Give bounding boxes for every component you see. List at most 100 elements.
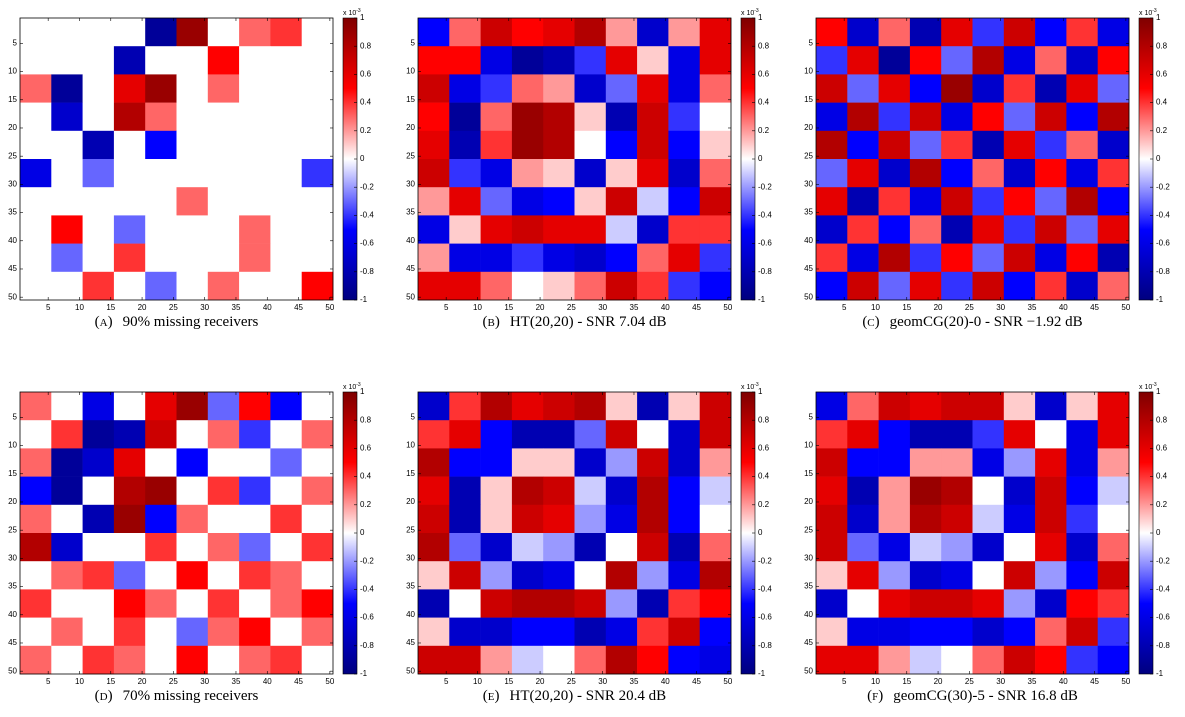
heatmap-cell [574,215,607,244]
x-tick-label: 25 [567,303,576,312]
heatmap-cell [449,271,481,301]
heatmap-cell [176,102,209,132]
x-tick-label: 30 [598,677,607,686]
heatmap-cell [972,448,1005,477]
heatmap-cell [239,18,271,47]
heatmap-cell [511,504,544,534]
caption-label: (f) [867,688,883,704]
heatmap-cell [1035,589,1067,618]
heatmap-cell [1066,645,1098,675]
y-tick-label: 35 [406,582,415,591]
x-tick-label: 20 [934,677,943,686]
heatmap-cell [301,243,334,273]
colorbar-tick-label: 0.6 [758,70,770,79]
heatmap-cell [51,448,83,477]
heatmap-cell [972,130,1005,160]
heatmap-cell [270,448,302,477]
heatmap-cell [239,448,271,477]
heatmap-cell [847,589,879,618]
heatmap-cell [20,130,52,160]
heatmap-cell [668,18,700,47]
heatmap-cell [301,617,334,647]
colorbar-tick-label: -0.6 [758,239,772,248]
heatmap-cell [207,243,240,273]
heatmap-cell [878,533,911,562]
y-tick-label: 40 [8,236,17,245]
heatmap-cell [480,420,513,449]
heatmap-cell [878,448,911,477]
heatmap-cell [668,74,700,103]
heatmap-cell [574,420,607,449]
heatmap-cell [972,392,1005,421]
heatmap-cell [20,74,52,103]
heatmap-cell [418,271,450,301]
heatmap-cell [82,504,115,534]
heatmap-cell [113,102,146,132]
heatmap-cell [605,392,638,421]
heatmap-cell [1097,645,1130,675]
heatmap-cell [51,589,83,618]
heatmap-cell [1097,243,1130,273]
y-tick-label: 10 [804,67,813,76]
y-tick-label: 20 [804,123,813,132]
heatmap-cell [239,504,271,534]
heatmap-cell [82,159,115,188]
y-tick-label: 45 [406,264,415,273]
heatmap-cell [239,392,271,421]
colorbar-tick-label: 0.8 [758,41,770,50]
heatmap-cell [113,46,146,75]
heatmap-cell [816,392,848,421]
heatmap-cell [1097,589,1130,618]
heatmap-cell [543,448,575,477]
heatmap-cell [113,271,146,301]
heatmap-cell [637,645,669,675]
heatmap-cell [699,18,732,47]
heatmap-cell [909,215,942,244]
y-tick-label: 5 [13,412,18,421]
heatmap-cell [418,187,450,216]
heatmap-cell [699,271,732,301]
y-tick-label: 35 [8,582,17,591]
heatmap-cell [207,448,240,477]
heatmap-cell [113,74,146,103]
heatmap-cell [82,533,115,562]
heatmap-cell [605,504,638,534]
heatmap-cell [909,561,942,590]
heatmap-cell [847,533,879,562]
heatmap-cell [449,504,481,534]
heatmap-cell [239,271,271,301]
y-tick-label: 5 [809,38,814,47]
caption-label: (b) [483,314,500,330]
heatmap-cell [637,187,669,216]
heatmap-cell [1097,74,1130,103]
x-tick-label: 15 [504,677,513,686]
heatmap-cell [113,243,146,273]
heatmap-cell [574,18,607,47]
heatmap-cell [1097,617,1130,647]
heatmap-cell [207,420,240,449]
colorbar-tick-label: 0.4 [1156,472,1168,481]
y-tick-label: 35 [804,208,813,217]
heatmap-cell [909,392,942,421]
heatmap-cell [511,645,544,675]
colorbar-tick-label: -1 [1156,669,1164,678]
heatmap-cell [1066,504,1098,534]
heatmap-cell [574,102,607,132]
heatmap-cell [543,561,575,590]
y-tick-label: 15 [804,95,813,104]
heatmap-cell [637,46,669,75]
heatmap-cell [1003,589,1036,618]
heatmap-cell [239,476,271,506]
heatmap-cell [113,504,146,534]
x-tick-label: 20 [536,303,545,312]
heatmap-cell [270,215,302,244]
colorbar-tick-label: 0.2 [758,500,770,509]
x-tick-label: 45 [1090,677,1099,686]
colorbar-tick-label: 0.2 [360,500,372,509]
heatmap-cell [145,392,177,421]
colorbar-tick-label: 0.2 [1156,500,1168,509]
x-tick-label: 20 [138,303,147,312]
colorbar-tick-label: 0.6 [1156,70,1168,79]
heatmap-cell [972,271,1005,301]
x-tick-label: 25 [169,677,178,686]
